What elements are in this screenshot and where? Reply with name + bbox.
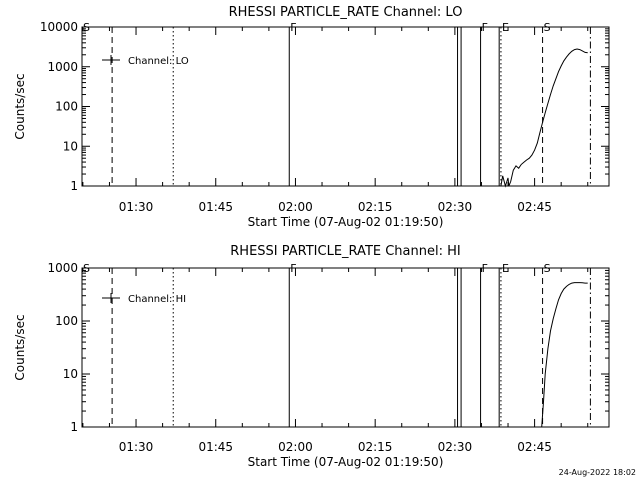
x-tick-label: 02:00 [278, 440, 313, 454]
x-tick-label: 02:30 [438, 200, 473, 214]
x-tick-label: 02:00 [278, 200, 313, 214]
x-tick-label: 01:30 [119, 440, 154, 454]
particle-rate-series-line [541, 282, 588, 428]
hi-channel-panel: RHESSI PARTICLE_RATE Channel: HI 1 10 100 10… [13, 244, 610, 469]
y-tick-label: 1 [70, 420, 78, 434]
y-tick-label: 10 [63, 367, 78, 381]
time-marker-label: S [544, 21, 551, 34]
time-marker-label: S [83, 262, 90, 275]
x-tick-label: 02:30 [438, 440, 473, 454]
time-marker-label: F [290, 21, 296, 34]
plot-frame [81, 26, 610, 187]
x-tick-label: 02:15 [358, 200, 393, 214]
y-axis-label: Counts/sec [13, 314, 27, 380]
y-tick-label: 10 [63, 139, 78, 153]
y-tick-label: 1 [70, 179, 78, 193]
y-tick-label: 100 [55, 100, 78, 114]
y-tick-label: 10000 [40, 20, 78, 34]
legend-entry: Channel: LO [128, 56, 189, 67]
x-tick-label: 02:15 [358, 440, 393, 454]
x-axis-label: Start Time (07-Aug-02 01:19:50) [248, 215, 444, 229]
y-tick-label: 100 [55, 314, 78, 328]
legend-entry: Channel: HI [128, 294, 186, 305]
x-tick-label: 01:45 [198, 440, 233, 454]
time-marker-label: S [544, 262, 551, 275]
time-marker-label: E [502, 21, 509, 34]
x-tick-label: 02:45 [517, 440, 552, 454]
y-tick-label: 1000 [47, 60, 78, 74]
x-axis-label: Start Time (07-Aug-02 01:19:50) [248, 455, 444, 469]
x-tick-label: 01:45 [198, 200, 233, 214]
time-marker-label: F [482, 21, 488, 34]
chart-title: RHESSI PARTICLE_RATE Channel: HI [230, 244, 460, 259]
x-tick-label: 01:30 [119, 200, 154, 214]
time-marker-label: F [482, 262, 488, 275]
particle-rate-series-line [500, 48, 588, 188]
lo-channel-panel: RHESSI PARTICLE_RATE Channel: LO 1 10 100 10… [13, 5, 610, 229]
y-tick-label: 1000 [47, 261, 78, 275]
time-marker-label: S [83, 21, 90, 34]
y-axis-label: Counts/sec [13, 73, 27, 139]
x-tick-label: 02:45 [517, 200, 552, 214]
plot-frame [81, 267, 610, 428]
footer-timestamp: 24-Aug-2022 18:02 [559, 468, 636, 477]
chart-title: RHESSI PARTICLE_RATE Channel: LO [229, 5, 463, 20]
time-marker-label: E [502, 262, 509, 275]
time-marker-label: F [290, 262, 296, 275]
